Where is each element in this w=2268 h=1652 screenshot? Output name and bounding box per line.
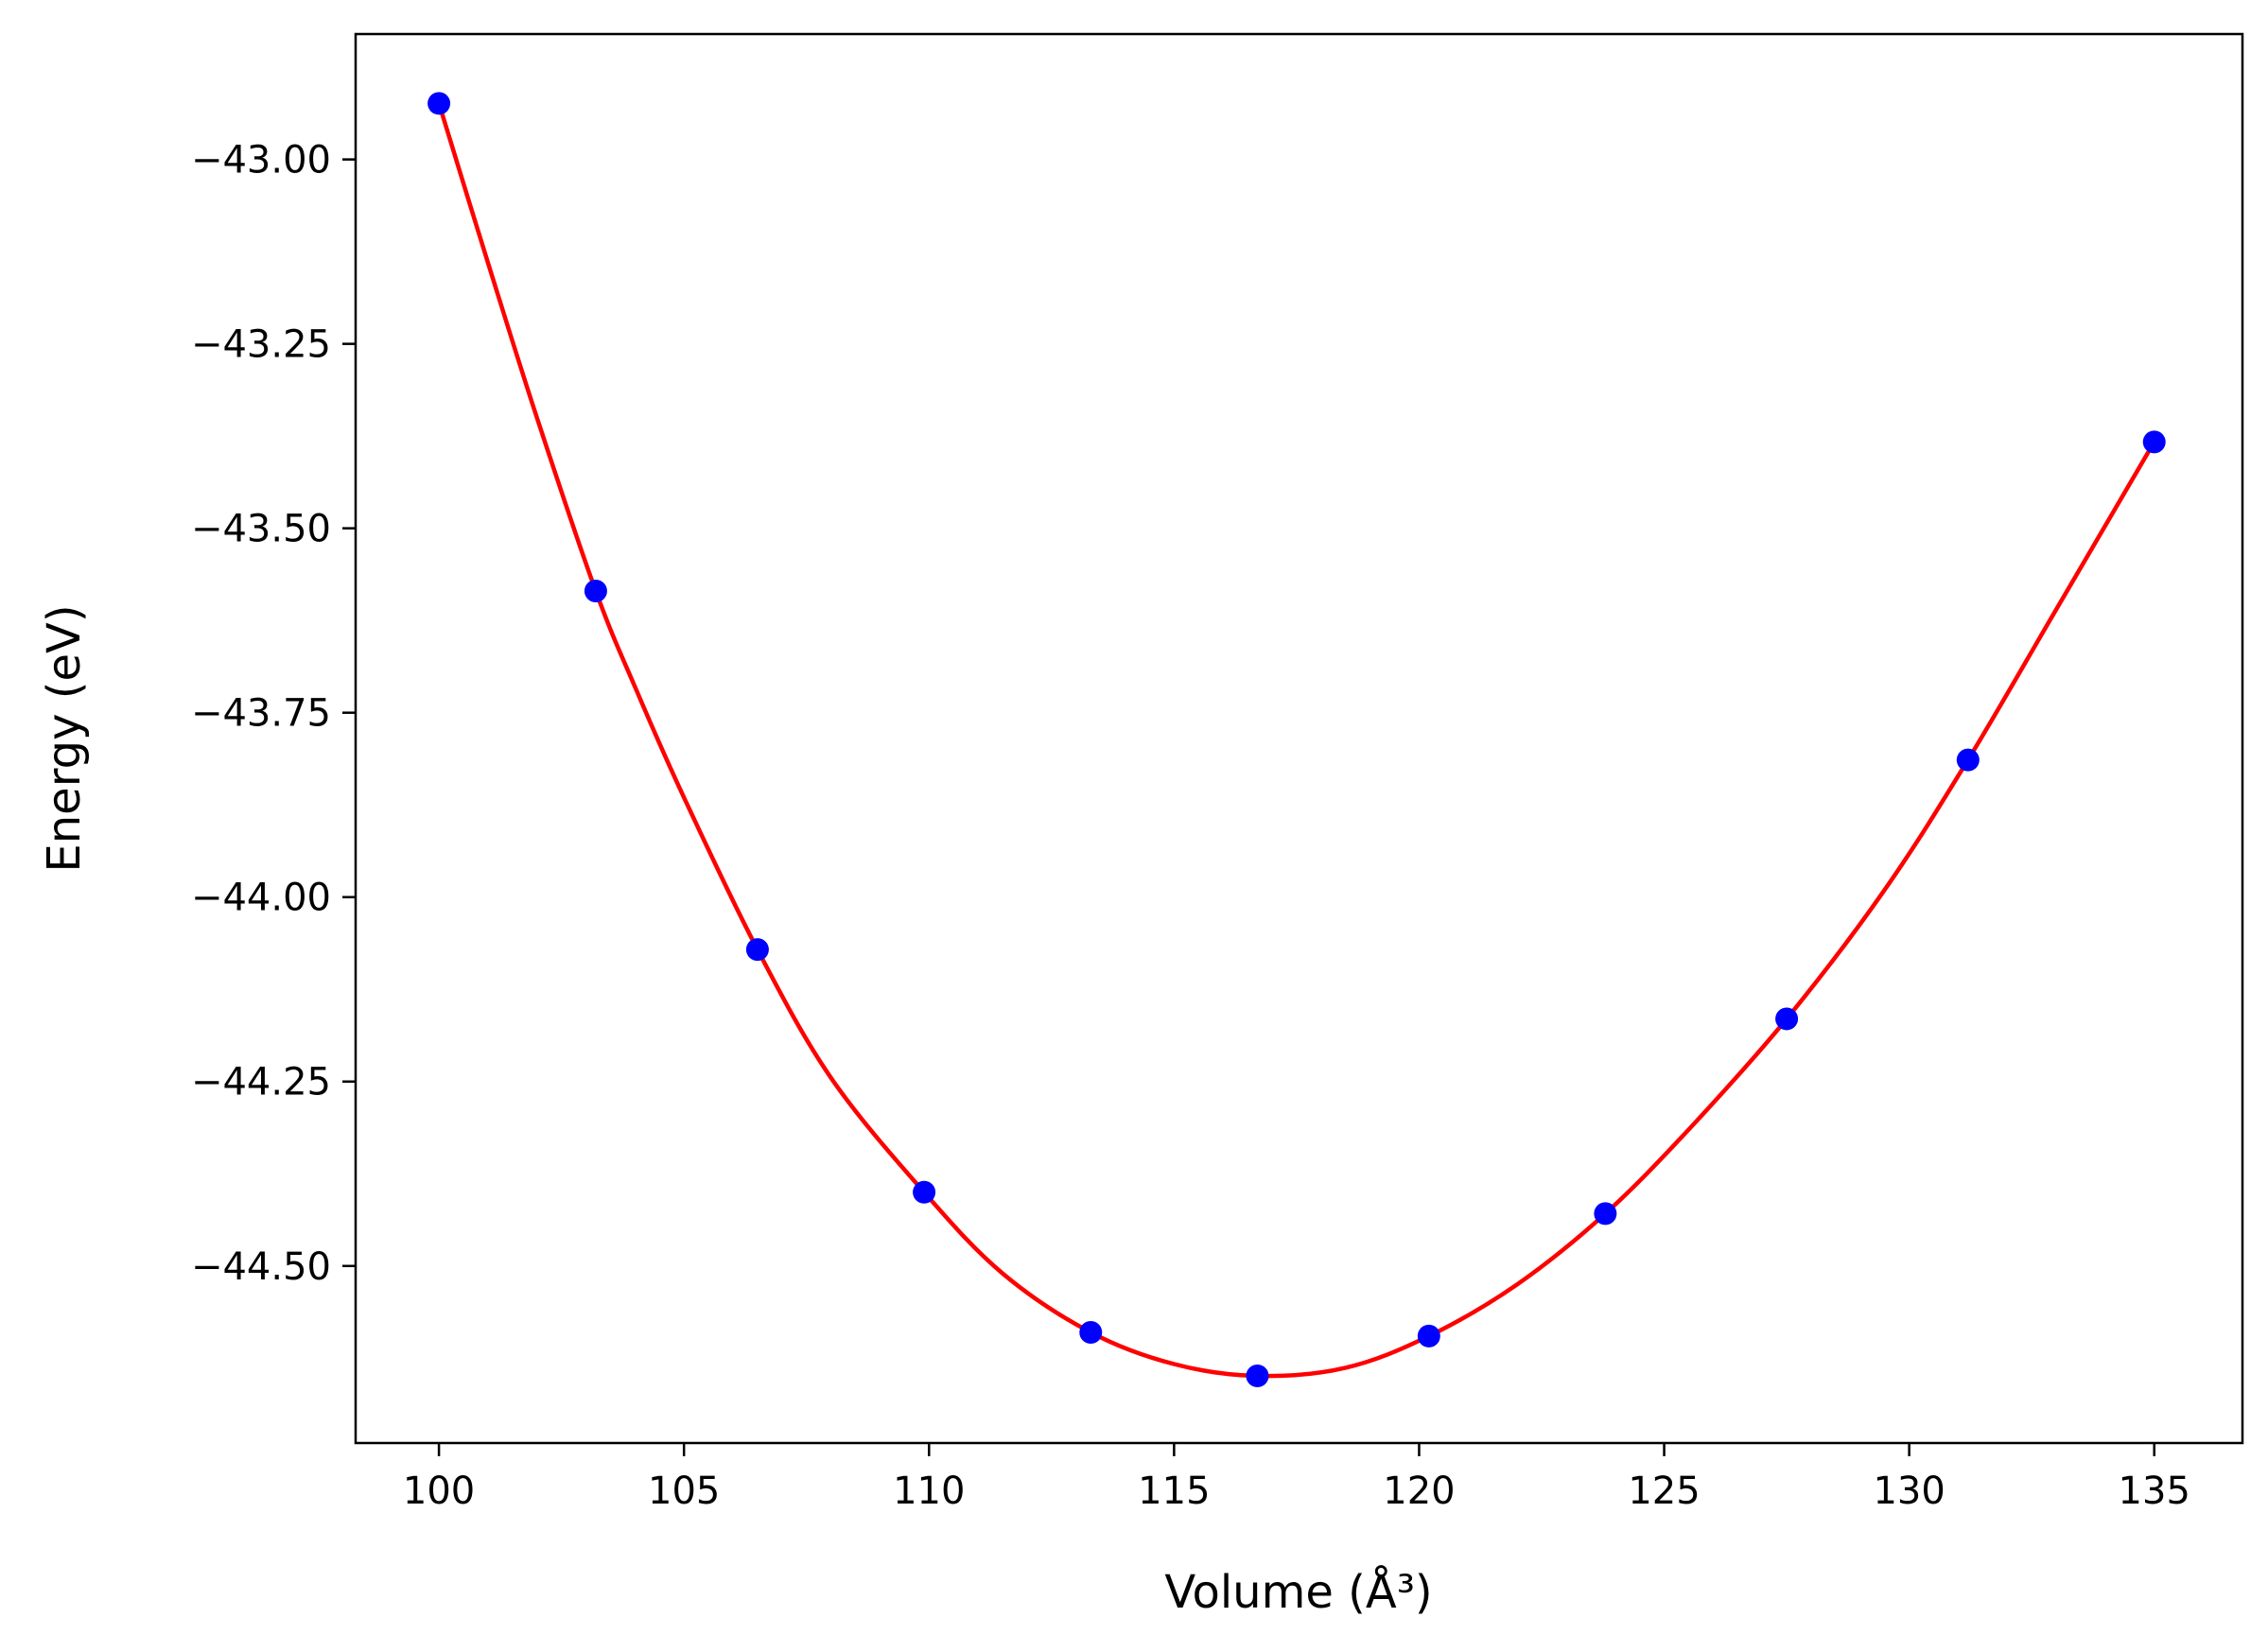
chart-marks bbox=[427, 92, 2166, 1388]
x-tick-label: 105 bbox=[648, 1469, 720, 1513]
y-tick-label: −43.50 bbox=[191, 508, 331, 551]
data-point bbox=[745, 938, 769, 962]
data-point bbox=[2142, 430, 2166, 454]
y-tick-label: −43.25 bbox=[191, 323, 331, 367]
y-tick-label: −43.00 bbox=[191, 139, 331, 183]
y-tick-label: −43.75 bbox=[191, 692, 331, 736]
chart-axes: 100 105 110 115 120 125 130 135 −43.00 −43.25 −43.… bbox=[191, 139, 2190, 1513]
x-tick-label: 110 bbox=[893, 1469, 965, 1513]
plot-frame bbox=[354, 32, 2244, 1445]
x-tick-label: 135 bbox=[2119, 1469, 2190, 1513]
x-tick-label: 130 bbox=[1873, 1469, 1945, 1513]
data-point bbox=[1246, 1365, 1269, 1388]
fit-curve bbox=[436, 102, 2156, 1379]
x-tick-label: 100 bbox=[403, 1469, 475, 1513]
data-point bbox=[427, 92, 451, 115]
data-point bbox=[1417, 1324, 1440, 1348]
data-point bbox=[1079, 1320, 1103, 1344]
x-tick-label: 120 bbox=[1383, 1469, 1455, 1513]
data-point bbox=[1956, 748, 1980, 772]
x-tick-label: 115 bbox=[1138, 1469, 1210, 1513]
y-tick-label: −44.25 bbox=[191, 1061, 331, 1104]
x-tick-label: 125 bbox=[1628, 1469, 1700, 1513]
plot-area bbox=[356, 34, 2242, 1443]
data-point bbox=[1594, 1202, 1617, 1226]
y-axis-label: Energy (eV) bbox=[38, 604, 91, 872]
data-point bbox=[1775, 1007, 1799, 1031]
x-axis-label: Volume (Å³) bbox=[1164, 1565, 1432, 1619]
y-tick-label: −44.00 bbox=[191, 877, 331, 920]
data-point bbox=[913, 1180, 936, 1204]
data-point bbox=[584, 579, 607, 602]
y-tick-label: −44.50 bbox=[191, 1245, 331, 1289]
